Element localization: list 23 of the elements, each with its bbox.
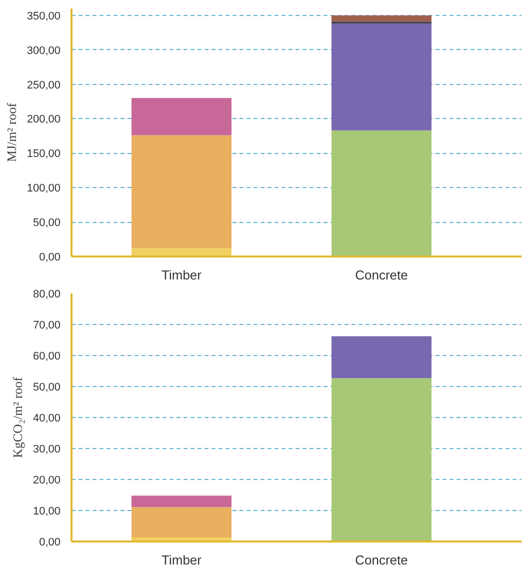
x-tick-label: Timber (162, 552, 202, 568)
y-tick-label: 0,00 (39, 536, 61, 548)
y-tick-label: 30,00 (32, 444, 61, 456)
x-tick-label: Concrete (355, 268, 408, 282)
y-tick-label: 300,00 (26, 44, 61, 57)
y-axis-title: KgCO₂/m² roof (10, 376, 25, 458)
y-tick-label: 200,00 (26, 114, 61, 126)
y-tick-label: 100,00 (26, 182, 61, 195)
x-tick-label: Timber (162, 268, 202, 282)
y-axis-title: MJ/m² roof (4, 102, 19, 162)
y-tick-label: 40,00 (32, 412, 61, 424)
y-tick-label: 10,00 (32, 506, 61, 518)
y-tick-label: 70,00 (32, 320, 61, 332)
y-tick-label: 20,00 (32, 474, 61, 486)
y-tick-label: 250,00 (26, 79, 61, 92)
x-tick-label: Concrete (355, 552, 408, 568)
y-tick-label: 50,00 (32, 382, 61, 394)
y-tick-label: 0,00 (39, 252, 61, 264)
y-tick-label: 350,00 (26, 10, 61, 22)
y-tick-label: 50,00 (32, 217, 61, 230)
y-tick-label: 60,00 (32, 350, 61, 362)
y-tick-label: 150,00 (26, 148, 61, 160)
y-tick-label: 80,00 (32, 288, 61, 300)
